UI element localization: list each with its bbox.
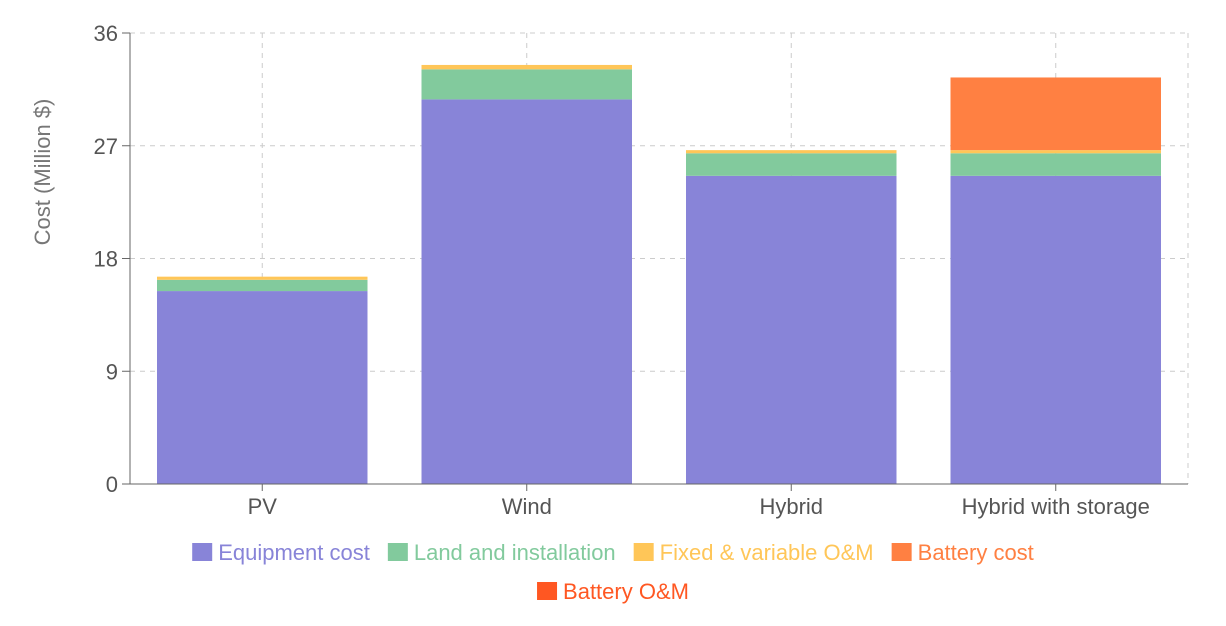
bar-segment [157, 276, 368, 280]
y-tick-label: 36 [94, 21, 118, 46]
legend-swatch [633, 543, 654, 561]
legend-item: Battery O&M [537, 579, 689, 604]
legend-label: Equipment cost [218, 540, 370, 565]
legend-swatch [192, 543, 213, 561]
axes: 0 9 18 27 36 PV Wind Hybrid Hybrid with storage [94, 21, 1188, 519]
bar-segment [686, 175, 897, 485]
y-tick-label: 18 [94, 247, 118, 272]
legend-label: Battery cost [918, 540, 1034, 565]
bar-segment [421, 69, 632, 100]
bar-segment [157, 279, 368, 292]
x-tick-label: Hybrid [759, 494, 823, 519]
legend-item: Battery cost [891, 540, 1034, 565]
legend-label: Fixed & variable O&M [660, 540, 874, 565]
legend-row: Equipment cost Land and installation Fixed… [192, 540, 1034, 565]
y-tick-label: 27 [94, 134, 118, 159]
legend-item: Fixed & variable O&M [633, 540, 874, 565]
x-tick-label: Wind [502, 494, 552, 519]
legend-item: Equipment cost [192, 540, 370, 565]
legend: Equipment cost Land and installation Fixed… [192, 540, 1034, 604]
y-axis-title: Cost (Million $) [30, 99, 55, 246]
legend-item: Land and installation [387, 540, 616, 565]
y-tick-label: 9 [106, 359, 118, 384]
bar-segment [421, 64, 632, 70]
x-tick-label: PV [248, 494, 278, 519]
bar-segment [157, 291, 368, 484]
legend-swatch [387, 543, 408, 561]
legend-swatch [891, 543, 912, 561]
bar-segment [950, 175, 1161, 485]
legend-swatch [537, 582, 558, 600]
legend-row: Battery O&M [537, 579, 689, 604]
bar-segment [686, 153, 897, 176]
bar-segment [950, 77, 1161, 151]
x-tick-label: Hybrid with storage [962, 494, 1150, 519]
bar-segment [950, 153, 1161, 176]
bar-segment [421, 99, 632, 485]
legend-label: Land and installation [414, 540, 616, 565]
bar-segment [950, 150, 1161, 154]
bar-segment [686, 150, 897, 154]
y-tick-label: 0 [106, 472, 118, 497]
legend-label: Battery O&M [563, 579, 689, 604]
bars [157, 64, 1161, 485]
